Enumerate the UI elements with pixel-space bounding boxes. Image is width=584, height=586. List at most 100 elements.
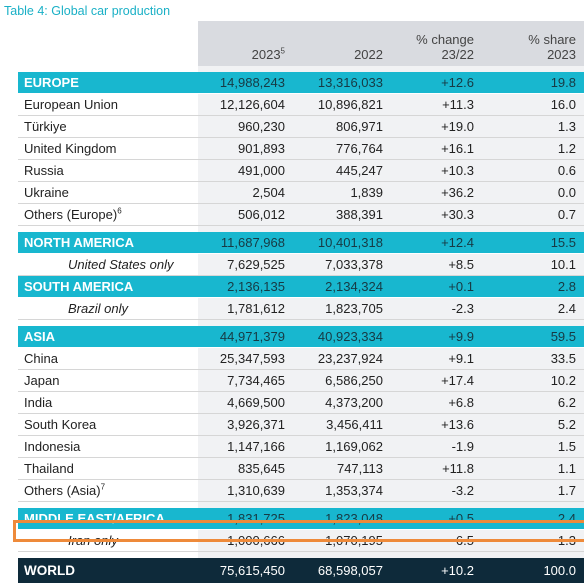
value-share: 19.8 (482, 72, 584, 94)
row-label: Others (Asia)7 (18, 479, 198, 502)
table-row: China 25,347,593 23,237,924 +9.1 33.5 (18, 347, 584, 370)
value-2023: 2,136,135 (198, 275, 293, 298)
header-2022: 2022 (293, 21, 391, 66)
value-2023: 7,629,525 (198, 253, 293, 276)
value-2023: 25,347,593 (198, 347, 293, 370)
value-share: 1.2 (482, 137, 584, 160)
footnote-marker: 7 (100, 482, 106, 492)
header-share: % share 2023 (482, 21, 584, 66)
table-row: Brazil only 1,781,612 1,823,705 -2.3 2.4 (18, 297, 584, 320)
value-2023: 3,926,371 (198, 413, 293, 436)
header-change: % change 23/22 (391, 21, 482, 66)
value-2023: 14,988,243 (198, 72, 293, 94)
row-label: Ukraine (18, 181, 198, 204)
value-change: +11.8 (391, 457, 482, 480)
value-change: +11.3 (391, 93, 482, 116)
value-change: +0.5 (391, 508, 482, 530)
value-2022: 1,353,374 (293, 479, 391, 502)
value-change: -1.9 (391, 435, 482, 458)
value-change: +10.2 (391, 558, 482, 583)
value-2022: 445,247 (293, 159, 391, 182)
table-row: South Korea 3,926,371 3,456,411 +13.6 5.… (18, 413, 584, 436)
value-change: -3.2 (391, 479, 482, 502)
value-share: 33.5 (482, 347, 584, 370)
value-2022: 23,237,924 (293, 347, 391, 370)
row-label: Russia (18, 159, 198, 182)
value-share: 1.3 (482, 529, 584, 552)
value-2022: 10,896,821 (293, 93, 391, 116)
value-change: +9.1 (391, 347, 482, 370)
table-row: Russia 491,000 445,247 +10.3 0.6 (18, 159, 584, 182)
header-2023: 20235 (198, 21, 293, 66)
value-share: 2.4 (482, 297, 584, 320)
value-change: +17.4 (391, 369, 482, 392)
value-2022: 1,823,705 (293, 297, 391, 320)
table-row: Thailand 835,645 747,113 +11.8 1.1 (18, 457, 584, 480)
value-change: +9.9 (391, 326, 482, 348)
value-2022: 747,113 (293, 457, 391, 480)
value-share: 6.2 (482, 391, 584, 414)
value-change: -6.5 (391, 529, 482, 552)
value-share: 15.5 (482, 232, 584, 254)
table-row: Others (Asia)7 1,310,639 1,353,374 -3.2 … (18, 479, 584, 502)
value-share: 1.3 (482, 115, 584, 138)
row-label: Japan (18, 369, 198, 392)
row-label: WORLD (18, 558, 198, 583)
value-2023: 1,781,612 (198, 297, 293, 320)
row-label: Thailand (18, 457, 198, 480)
value-2022: 1,839 (293, 181, 391, 204)
value-2022: 776,764 (293, 137, 391, 160)
value-change: +0.1 (391, 275, 482, 298)
value-change: +12.4 (391, 232, 482, 254)
value-2023: 12,126,604 (198, 93, 293, 116)
value-change: +10.3 (391, 159, 482, 182)
car-production-table: 20235 2022 % change 23/22 % share 2023 EUR… (18, 21, 584, 583)
row-label: Türkiye (18, 115, 198, 138)
table-row: United States only 7,629,525 7,033,378 +… (18, 253, 584, 276)
value-2023: 960,230 (198, 115, 293, 138)
value-share: 1.7 (482, 479, 584, 502)
value-2023: 1,147,166 (198, 435, 293, 458)
footnote-marker: 6 (117, 206, 122, 216)
value-share: 0.0 (482, 181, 584, 204)
value-share: 0.6 (482, 159, 584, 182)
value-share: 59.5 (482, 326, 584, 348)
value-change: +8.5 (391, 253, 482, 276)
value-2022: 13,316,033 (293, 72, 391, 94)
table-row-asia: ASIA 44,971,379 40,923,334 +9.9 59.5 (18, 326, 584, 348)
header-blank-cell (18, 21, 198, 66)
value-share: 2.8 (482, 275, 584, 298)
row-label: India (18, 391, 198, 414)
row-label: Brazil only (18, 297, 198, 320)
table-row-world: WORLD 75,615,450 68,598,057 +10.2 100.0 (18, 558, 584, 583)
table-row-middle-east-africa: MIDDLE EAST/AFRICA 1,831,725 1,823,048 +… (18, 508, 584, 530)
value-2023: 835,645 (198, 457, 293, 480)
table-row: Japan 7,734,465 6,586,250 +17.4 10.2 (18, 369, 584, 392)
value-2022: 40,923,334 (293, 326, 391, 348)
row-label: United States only (18, 253, 198, 276)
value-2022: 806,971 (293, 115, 391, 138)
row-label: China (18, 347, 198, 370)
value-2023: 75,615,450 (198, 558, 293, 583)
row-label: South Korea (18, 413, 198, 436)
value-change: +30.3 (391, 203, 482, 226)
table-row: Others (Europe)6 506,012 388,391 +30.3 0… (18, 203, 584, 226)
value-share: 2.4 (482, 508, 584, 530)
row-label: MIDDLE EAST/AFRICA (18, 508, 198, 530)
value-share: 5.2 (482, 413, 584, 436)
table-row-north-america: NORTH AMERICA 11,687,968 10,401,318 +12.… (18, 232, 584, 254)
value-2022: 6,586,250 (293, 369, 391, 392)
value-change: +19.0 (391, 115, 482, 138)
row-label: SOUTH AMERICA (18, 275, 198, 298)
table-row: United Kingdom 901,893 776,764 +16.1 1.2 (18, 137, 584, 160)
value-2023: 4,669,500 (198, 391, 293, 414)
row-label: Indonesia (18, 435, 198, 458)
header-row: 20235 2022 % change 23/22 % share 2023 (18, 21, 584, 66)
value-share: 16.0 (482, 93, 584, 116)
value-2023: 1,831,725 (198, 508, 293, 530)
table-row: Türkiye 960,230 806,971 +19.0 1.3 (18, 115, 584, 138)
value-2023: 901,893 (198, 137, 293, 160)
value-2023: 1,000,666 (198, 529, 293, 552)
value-2022: 388,391 (293, 203, 391, 226)
row-label: ASIA (18, 326, 198, 348)
